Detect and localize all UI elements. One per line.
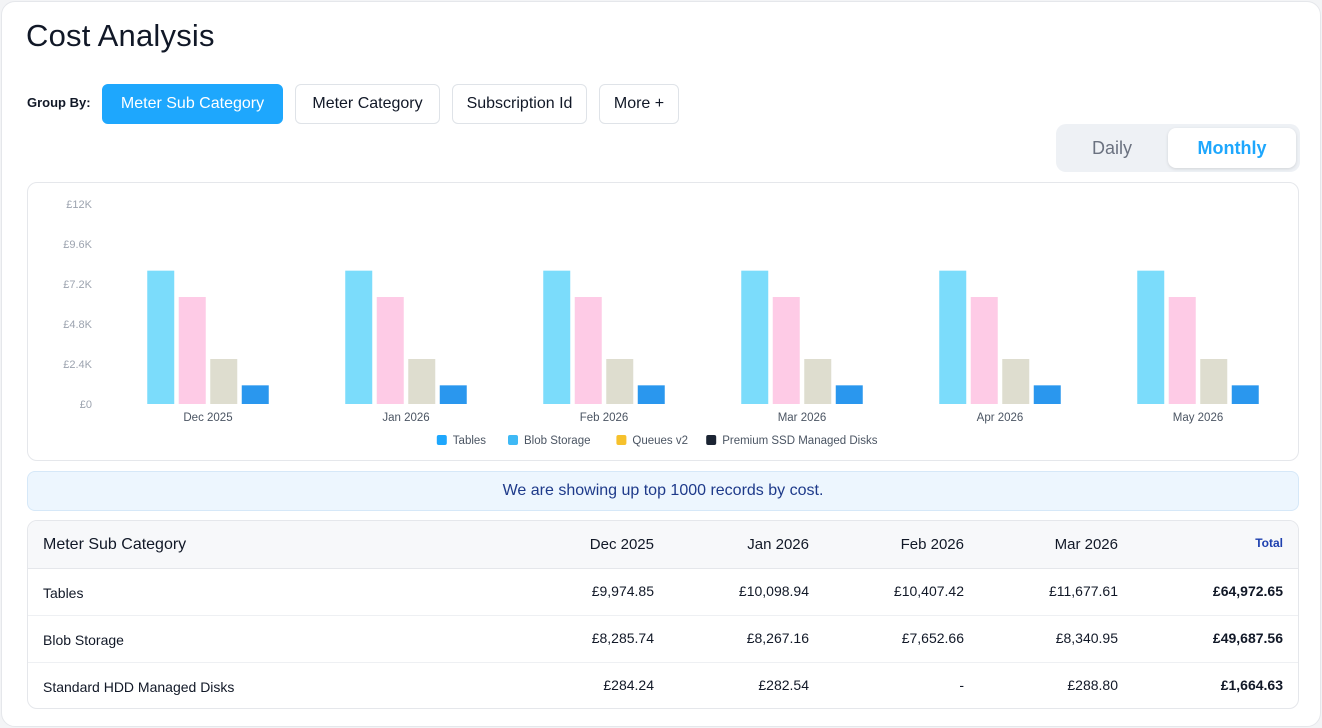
row-value-jan-2026: £8,267.16	[746, 630, 809, 646]
bar	[1168, 297, 1196, 404]
row-value-dec-2025: £8,285.74	[591, 630, 654, 646]
bar	[147, 270, 175, 404]
row-value-dec-2025: £9,974.85	[591, 583, 654, 599]
x-tick-label: Jan 2026	[382, 412, 429, 424]
row-total: £64,972.65	[1212, 583, 1283, 599]
header-jan-2026[interactable]: Jan 2026	[747, 536, 809, 553]
legend-label: Tables	[453, 435, 486, 447]
bar	[970, 297, 998, 404]
group-by-meter-category-button[interactable]: Meter Category	[295, 84, 440, 124]
legend-swatch	[436, 435, 447, 445]
x-tick-label: May 2026	[1173, 412, 1224, 424]
row-total: £49,687.56	[1212, 630, 1283, 646]
row-name: Tables	[43, 585, 84, 601]
header-total[interactable]: Total	[1255, 536, 1283, 550]
period-toggle: Daily Monthly	[1056, 124, 1300, 172]
bar	[1200, 359, 1228, 404]
row-value-mar-2026: £8,340.95	[1055, 630, 1118, 646]
legend-label: Queues v2	[632, 435, 688, 447]
bar	[939, 270, 967, 404]
y-tick-label: £9.6K	[63, 239, 92, 251]
x-tick-label: Apr 2026	[977, 412, 1024, 424]
group-by-meter-sub-category-button[interactable]: Meter Sub Category	[102, 84, 283, 124]
header-meter-sub-category[interactable]: Meter Sub Category	[43, 536, 187, 553]
bar	[637, 385, 665, 404]
y-tick-label: £0	[80, 399, 92, 411]
bar	[543, 270, 571, 404]
row-name: Standard HDD Managed Disks	[43, 679, 235, 695]
bar	[606, 359, 634, 404]
page-title: Cost Analysis	[26, 18, 215, 53]
table-row: Standard HDD Managed Disks £284.24 £282.…	[28, 663, 1298, 708]
bar	[178, 297, 206, 404]
row-name: Blob Storage	[43, 632, 124, 648]
monthly-toggle-button[interactable]: Monthly	[1168, 128, 1296, 168]
table-header-row: Meter Sub Category Dec 2025 Jan 2026 Feb…	[28, 521, 1298, 569]
legend-swatch	[508, 435, 518, 445]
bar	[408, 359, 436, 404]
table-row: Tables £9,974.85 £10,098.94 £10,407.42 £…	[28, 569, 1298, 616]
daily-toggle-button[interactable]: Daily	[1091, 137, 1132, 158]
y-tick-label: £4.8K	[63, 319, 92, 331]
bar	[835, 385, 863, 404]
legend-swatch	[706, 435, 717, 445]
group-by-more-button[interactable]: More +	[599, 84, 679, 124]
row-value-feb-2026: £10,407.42	[893, 583, 964, 599]
legend-label: Blob Storage	[524, 435, 591, 447]
bar	[376, 297, 404, 404]
bar	[1137, 270, 1165, 404]
header-dec-2025[interactable]: Dec 2025	[589, 536, 654, 553]
bar	[345, 270, 373, 404]
x-tick-label: Feb 2026	[580, 412, 629, 424]
bar	[241, 385, 269, 404]
y-tick-label: £12K	[66, 199, 92, 211]
row-value-mar-2026: £11,677.61	[1048, 583, 1118, 599]
row-value-feb-2026: £7,652.66	[901, 630, 964, 646]
bar	[439, 385, 467, 404]
bar	[804, 359, 832, 404]
cost-bar-chart-svg: £0 £2.4K £4.8K £7.2K £9.6K £12K Dec 2025 Jan 20…	[63, 199, 1259, 447]
y-tick-label: £7.2K	[63, 279, 92, 291]
x-tick-label: Mar 2026	[778, 412, 827, 424]
bar	[741, 270, 769, 404]
row-value-dec-2025: £284.24	[603, 677, 654, 693]
bar	[1033, 385, 1061, 404]
bar	[574, 297, 602, 404]
bar	[772, 297, 800, 404]
bar	[210, 359, 238, 404]
table-row: Blob Storage £8,285.74 £8,267.16 £7,652.…	[28, 616, 1298, 663]
row-value-feb-2026: -	[959, 677, 964, 693]
cost-table: Meter Sub Category Dec 2025 Jan 2026 Feb…	[27, 520, 1299, 709]
row-total: £1,664.63	[1220, 677, 1283, 693]
y-tick-label: £2.4K	[63, 359, 92, 371]
row-value-jan-2026: £10,098.94	[738, 583, 809, 599]
header-feb-2026[interactable]: Feb 2026	[900, 536, 964, 553]
cost-chart: £0 £2.4K £4.8K £7.2K £9.6K £12K Dec 2025 Jan 20…	[27, 182, 1299, 461]
row-value-jan-2026: £282.54	[758, 677, 809, 693]
bar	[1002, 359, 1030, 404]
x-tick-label: Dec 2025	[183, 412, 232, 424]
legend-swatch	[616, 435, 627, 445]
legend-label: Premium SSD Managed Disks	[722, 435, 878, 447]
row-value-mar-2026: £288.80	[1067, 677, 1118, 693]
group-by-label: Group By:	[27, 95, 91, 110]
bar	[1231, 385, 1259, 404]
records-notice: We are showing up top 1000 records by co…	[27, 471, 1299, 511]
group-by-subscription-id-button[interactable]: Subscription Id	[452, 84, 587, 124]
header-mar-2026[interactable]: Mar 2026	[1054, 536, 1118, 553]
